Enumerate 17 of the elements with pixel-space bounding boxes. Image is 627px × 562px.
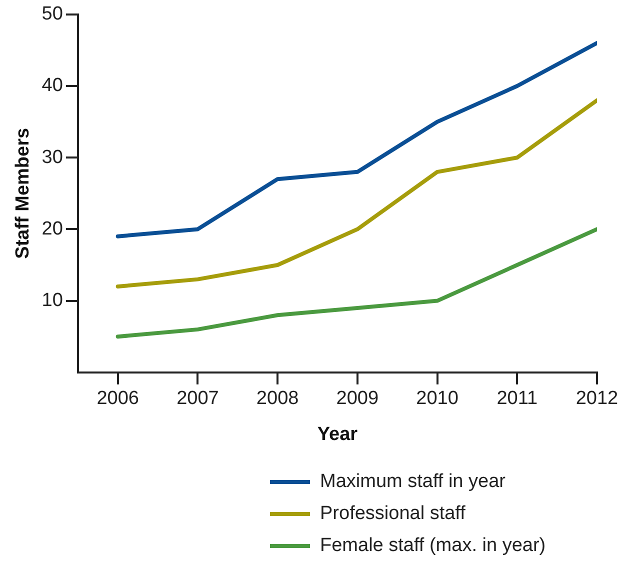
legend-label: Maximum staff in year	[320, 471, 506, 493]
x-tick-label: 2007	[176, 388, 219, 410]
y-axis-title: Staff Members	[12, 128, 34, 259]
x-tick-label: 2006	[96, 388, 140, 410]
y-tick-label: 40	[42, 75, 63, 96]
y-tick-label: 50	[42, 4, 63, 25]
legend-label: Female staff (max. in year)	[320, 535, 546, 557]
x-tick-label: 2008	[256, 388, 299, 410]
y-tick-label: 20	[42, 218, 63, 240]
x-tick-label: 2011	[496, 388, 538, 410]
x-tick-label: 2010	[416, 388, 458, 410]
x-tick-label: 2012	[576, 388, 618, 410]
legend-label: Professional staff	[320, 503, 466, 525]
y-tick-label: 10	[42, 290, 63, 312]
x-axis-title: Year	[317, 424, 358, 445]
y-tick-label: 30	[42, 146, 63, 168]
x-tick-label: 2009	[336, 388, 379, 410]
